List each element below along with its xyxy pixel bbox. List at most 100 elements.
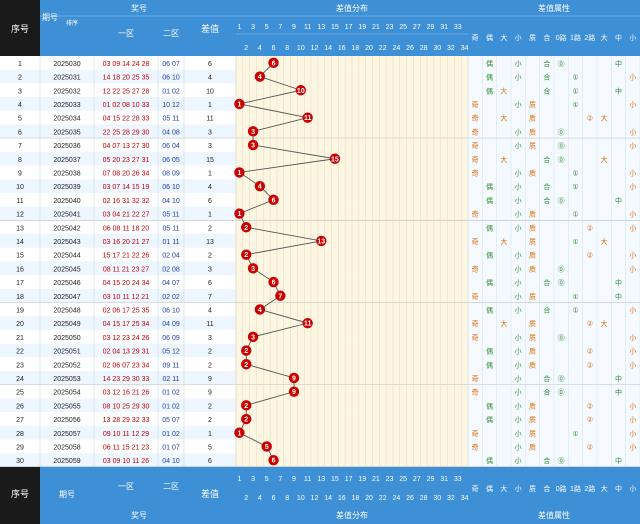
row-period: 2025053 [53, 376, 80, 383]
row-red-balls: 03 04 21 22 27 [103, 212, 150, 219]
attr-mark: 偶 [486, 456, 493, 465]
row-red-balls: 04 07 13 27 30 [103, 143, 150, 150]
row-diff: 7 [208, 294, 212, 301]
attr-mark: 小 [515, 59, 522, 68]
attr-mark: 合 [543, 196, 550, 205]
row-seq: 15 [16, 253, 24, 260]
diff-ball-label: 3 [251, 129, 255, 136]
attr-mark: 奇 [472, 388, 479, 397]
row-period: 2025045 [53, 266, 80, 273]
row-bg [0, 220, 236, 235]
row-seq: 18 [16, 294, 24, 301]
attr-mark: ② [587, 443, 593, 451]
diff-ball [247, 139, 259, 151]
row-red-balls: 03 07 14 15 19 [103, 184, 150, 191]
diff-ball [241, 359, 252, 370]
row-period: 2025059 [53, 458, 80, 465]
row-red-balls: 02 06 17 25 35 [103, 307, 150, 314]
row-red-balls: 03 09 10 11 26 [103, 458, 149, 465]
dist-header-top: 25 [399, 24, 407, 31]
attr-mark: 质 [529, 442, 536, 451]
attr-mark: ① [572, 238, 578, 246]
diff-ball-label: 11 [304, 321, 312, 328]
row-seq: 8 [18, 157, 22, 164]
attr-mark: ① [572, 87, 578, 95]
row-seq: 6 [18, 129, 22, 136]
diff-ball-label: 6 [272, 60, 276, 67]
dist-footer-bottom: 22 [379, 495, 387, 502]
attr-mark: 奇 [472, 210, 479, 219]
row-bg [0, 453, 236, 467]
diff-ball-label: 9 [292, 389, 296, 396]
dist-header-top: 15 [331, 24, 339, 31]
row-bg [0, 124, 236, 139]
row-period: 2025034 [53, 116, 80, 123]
footer-diff: 差值 [201, 488, 219, 499]
dist-footer-bottom: 12 [311, 495, 319, 502]
footer-seq-bg [0, 467, 40, 524]
attr-mark: 小 [515, 456, 522, 465]
row-bg [0, 247, 236, 262]
attr-mark: 偶 [486, 223, 493, 232]
row-bg [0, 343, 236, 358]
footer-zone1: 一区 [118, 482, 134, 491]
attr-mark: 中 [615, 292, 622, 301]
dist-header-top: 21 [372, 24, 380, 31]
attr-mark: 小 [515, 374, 522, 383]
attr-mark: 小 [629, 401, 636, 410]
dist-footer-top: 7 [278, 476, 282, 483]
header-diff: 差值 [201, 23, 219, 34]
attr-mark: 中 [615, 388, 622, 397]
dist-header-bottom: 30 [433, 45, 441, 52]
attr-mark: 奇 [472, 319, 479, 328]
attr-mark: 小 [629, 251, 636, 260]
row-seq: 7 [18, 143, 22, 150]
diff-ball-label: 11 [304, 115, 312, 122]
row-blue-balls: 01 02 [162, 431, 180, 438]
row-period: 2025035 [53, 129, 80, 136]
dist-footer-bottom: 32 [447, 495, 455, 502]
footer-prize: 奖号 [131, 510, 147, 520]
diff-ball [234, 167, 245, 178]
row-seq: 24 [16, 376, 24, 383]
row-diff: 6 [208, 280, 212, 287]
row-period: 2025033 [53, 102, 80, 109]
attr-header-label: 合 [543, 33, 550, 42]
attr-mark: 质 [529, 429, 536, 438]
row-blue-balls: 01 02 [162, 403, 180, 410]
dist-footer-top: 27 [413, 476, 421, 483]
row-red-balls: 05 20 23 27 31 [103, 157, 150, 164]
row-period: 2025049 [53, 321, 80, 328]
diff-ball-label: 1 [237, 430, 241, 437]
attr-mark: ② [587, 115, 593, 123]
attr-footer-label: 小 [515, 484, 522, 493]
row-diff: 6 [208, 458, 212, 465]
diff-ball [234, 98, 245, 110]
attr-mark: 小 [515, 210, 522, 219]
row-diff: 3 [208, 335, 212, 342]
attr-mark: 偶 [486, 305, 493, 314]
attr-mark: 奇 [472, 141, 479, 150]
row-period: 2025048 [53, 307, 80, 314]
diff-ball-label: 6 [272, 197, 276, 204]
attr-mark: 小 [629, 100, 636, 109]
dist-header-bottom: 34 [461, 45, 469, 52]
dist-header-top: 3 [251, 24, 255, 31]
attr-mark: 奇 [472, 155, 479, 164]
attr-mark: 小 [515, 196, 522, 205]
row-diff: 13 [206, 239, 214, 246]
dist-header-top: 9 [292, 24, 296, 31]
diff-ball [234, 208, 245, 219]
row-period: 2025043 [53, 239, 80, 246]
diff-ball [254, 71, 266, 82]
row-red-balls: 02 06 07 23 34 [103, 362, 150, 369]
row-red-balls: 07 08 20 26 34 [103, 170, 150, 177]
row-bg [0, 316, 236, 330]
dist-header-top: 13 [317, 24, 325, 31]
diff-ball-label: 2 [244, 403, 248, 410]
row-blue-balls: 08 09 [162, 170, 180, 177]
row-seq: 3 [18, 88, 22, 95]
attr-mark: 合 [543, 86, 550, 95]
row-period: 2025030 [53, 61, 80, 68]
row-diff: 4 [208, 75, 212, 82]
